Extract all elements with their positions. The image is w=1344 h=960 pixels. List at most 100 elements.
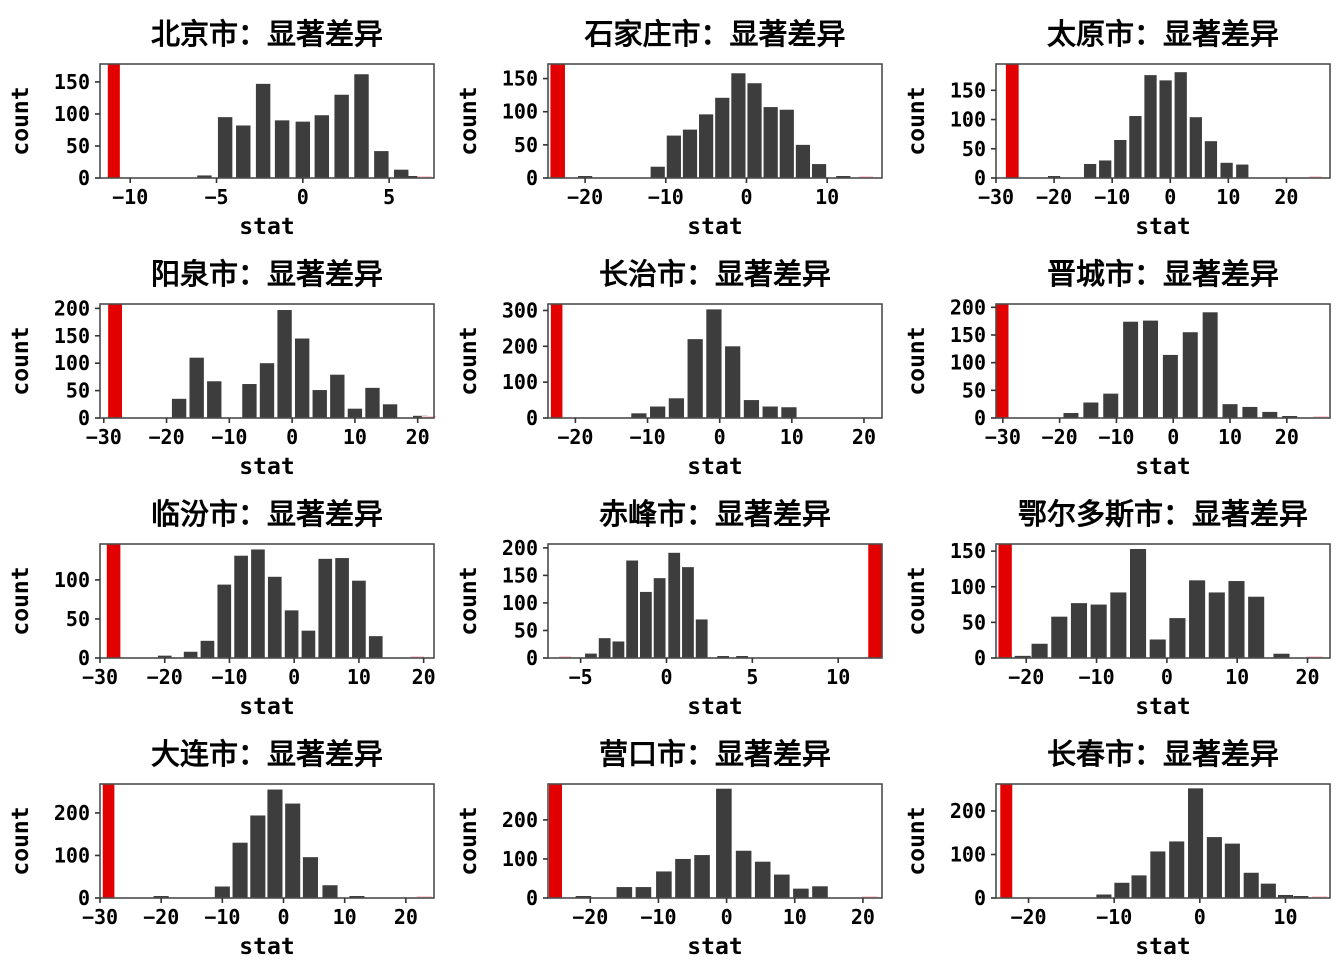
x-tick-label: −20 [1036,185,1072,209]
histogram-bar [682,129,698,178]
faint-bar [1313,416,1329,418]
x-tick-label: 10 [343,425,367,449]
x-tick-label: −20 [572,905,608,929]
faint-bar [410,656,425,658]
x-axis-label: stat [239,694,294,720]
histogram-bar [1129,116,1142,178]
x-tick-label: −20 [557,425,593,449]
histogram-bar [754,861,771,898]
histogram-bar [598,638,611,658]
x-tick-label: 0 [277,905,289,929]
histogram-bar [251,549,265,658]
y-tick-label: 0 [78,646,90,670]
histogram-bar [578,176,593,178]
histogram-bar [217,584,232,658]
histogram-bar [1282,416,1298,418]
histogram-bar [1096,894,1112,898]
histogram-bar [1228,581,1245,658]
y-tick-label: 100 [502,591,538,615]
subplot-title: 长治市：显著差异 [599,257,831,291]
x-tick-label: −10 [640,905,676,929]
histogram-bar [1063,413,1079,418]
x-tick-label: 20 [1274,185,1298,209]
plot-frame [547,543,883,659]
x-tick-label: −10 [1094,185,1130,209]
histogram-bar [1277,894,1294,898]
histogram-bar [365,387,380,418]
histogram-bar [1202,312,1218,418]
histogram-bar [1014,655,1031,658]
x-tick-label: −5 [204,185,228,209]
x-tick-label: 5 [746,665,758,689]
x-tick-label: 0 [660,665,672,689]
histogram-bar [1070,603,1088,658]
histogram-bar [312,390,327,418]
histogram-bar [393,169,409,178]
histogram-bar [1083,163,1097,178]
faint-bar [1306,656,1323,658]
histogram-bar [207,381,222,418]
y-tick-label: 100 [54,351,90,375]
histogram-bar [1248,596,1265,658]
histogram-bar [793,888,809,898]
histogram-bar [1099,160,1112,178]
histogram-bar [675,858,691,898]
histogram-bar [1150,851,1166,898]
plot-frame [995,63,1331,179]
y-axis-label: count [904,806,930,875]
histogram-bar [1189,117,1202,178]
x-axis-label: stat [1135,694,1190,720]
y-tick-label: 200 [54,801,90,825]
y-axis-label: count [904,326,930,395]
highlight-bar [1005,64,1019,178]
x-tick-label: −30 [985,425,1021,449]
histogram-bar [1090,604,1107,658]
histogram-bar [347,408,363,418]
histogram-bar [200,640,215,658]
histogram-bar [335,558,349,658]
histogram-bar [1243,872,1259,898]
x-tick-label: −20 [143,905,179,929]
highlight-bar [106,544,121,658]
histogram-bar [1114,882,1130,898]
x-tick-label: 10 [815,185,839,209]
histogram-bar [1162,354,1178,418]
histogram-bar [1131,875,1147,898]
x-tick-label: −30 [978,185,1014,209]
histogram-bar [1110,592,1127,658]
histogram-bar [189,357,204,418]
plot-frame [99,543,435,659]
x-tick-label: 10 [1218,425,1242,449]
histogram-cell-7: −30 −20 −10 0 10 20 0 50 100 临汾市：显著差异 stat count [0,480,448,720]
histogram-bar [267,576,282,658]
y-tick-label: 50 [962,137,986,161]
histogram-bar [735,850,752,898]
subplot-title: 阳泉市：显著差异 [151,257,383,291]
y-tick-label: 0 [974,166,986,190]
histogram-bar [716,788,732,898]
histogram-bar [725,346,741,418]
histogram-bar [1206,837,1222,898]
histogram-bar [1262,411,1278,418]
y-tick-label: 0 [78,886,90,910]
x-tick-label: −20 [1008,665,1044,689]
histogram-bar [668,552,681,658]
y-tick-label: 0 [974,646,986,670]
histogram-cell-11: −20 −10 0 10 20 0 100 200 营口市：显著差异 stat count [448,720,896,960]
histogram-bar [232,842,248,898]
x-tick-label: −10 [648,185,684,209]
y-tick-label: 150 [950,539,986,563]
histogram-bar [259,363,275,418]
y-tick-label: 200 [502,334,538,358]
subplot-title: 北京市：显著差异 [151,17,383,51]
x-tick-label: 10 [333,905,357,929]
histogram-bar [1149,639,1166,658]
subplot-title: 长春市：显著差异 [1047,737,1279,771]
x-tick-label: 10 [1225,665,1249,689]
y-axis-label: count [8,806,34,875]
